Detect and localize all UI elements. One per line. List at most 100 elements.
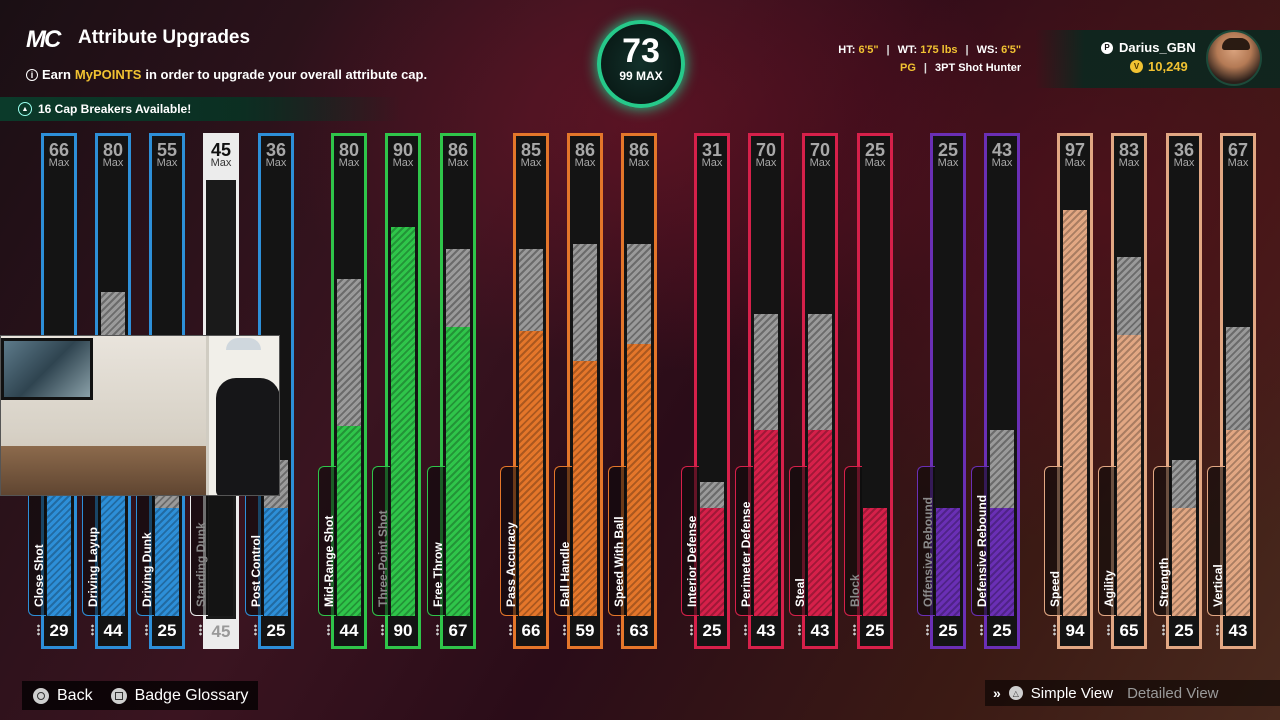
attribute-bar[interactable]: 31 Max 25 Interior Defense xyxy=(681,133,730,649)
drag-dots xyxy=(37,624,40,636)
current-fill xyxy=(573,361,597,616)
current-value: 25 xyxy=(157,621,177,640)
attribute-bar[interactable]: 86 Max 63 Speed With Ball xyxy=(608,133,657,649)
view-toggle: » △ Simple View Detailed View xyxy=(985,680,1280,706)
attribute-label: Mid-Range Shot xyxy=(318,466,336,616)
max-label: Max xyxy=(520,157,542,169)
attribute-bar[interactable]: 83 Max 65 Agility xyxy=(1098,133,1147,649)
max-label: Max xyxy=(447,157,469,169)
attribute-bar[interactable]: 90 Max 90 Three-Point Shot xyxy=(372,133,421,649)
attribute-bar[interactable]: 86 Max 59 Ball Handle xyxy=(554,133,603,649)
current-fill xyxy=(391,227,415,616)
current-value: 59 xyxy=(575,621,595,640)
attribute-name: Perimeter Defense xyxy=(738,501,753,607)
detailed-view-option[interactable]: Detailed View xyxy=(1127,684,1219,702)
badge-glossary-button[interactable]: Badge Glossary xyxy=(110,687,248,705)
cap-value: 66 xyxy=(48,140,70,160)
position-value: PG xyxy=(900,62,916,74)
attribute-label: Block xyxy=(844,466,862,616)
cap-value: 43 xyxy=(991,140,1013,160)
max-label: Max xyxy=(574,157,596,169)
drag-dots xyxy=(327,624,330,636)
wingspan-label: WS: xyxy=(976,44,999,56)
simple-view-option[interactable]: Simple View xyxy=(1030,684,1114,702)
attribute-label: Ball Handle xyxy=(554,466,572,616)
height-label: HT: xyxy=(838,44,856,56)
attribute-bar[interactable]: 86 Max 67 Free Throw xyxy=(427,133,476,649)
current-fill xyxy=(990,508,1014,616)
cap-value: 86 xyxy=(628,140,650,160)
attribute-cap: 43 Max xyxy=(987,140,1017,169)
attribute-bar[interactable]: 36 Max 25 Strength xyxy=(1153,133,1202,649)
attribute-bar[interactable]: 66 Max 29 Close Shot xyxy=(28,133,77,649)
attribute-cap: 70 Max xyxy=(751,141,781,169)
cap-value: 25 xyxy=(864,140,886,160)
max-label: Max xyxy=(1173,157,1195,169)
overall-rating: 73 xyxy=(622,32,660,70)
bottom-controls-left: Back Badge Glossary xyxy=(22,681,258,710)
attribute-name: Free Throw xyxy=(430,542,445,607)
attribute-cap: 36 Max xyxy=(1169,141,1199,169)
attribute-bar[interactable]: 25 Max 25 Offensive Rebound xyxy=(917,133,966,649)
cap-value: 31 xyxy=(701,140,723,160)
max-label: Max xyxy=(937,157,959,169)
current-value: 45 xyxy=(206,619,236,646)
max-label: Max xyxy=(48,157,70,169)
attribute-name: Strength xyxy=(1156,557,1171,607)
attribute-bar[interactable]: 43 Max 25 Defensive Rebound xyxy=(971,133,1020,649)
player-info: HT: 6'5" | WT: 175 lbs | WS: 6'5" PG | 3… xyxy=(830,44,1021,80)
back-button[interactable]: Back xyxy=(33,687,93,705)
gamertag: Darius_GBN xyxy=(1119,40,1196,55)
current-fill xyxy=(1063,209,1087,616)
webcam-overlay xyxy=(0,335,280,496)
separator: | xyxy=(923,62,927,74)
max-label: Max xyxy=(102,157,124,169)
drag-dots xyxy=(436,624,439,636)
current-value: 43 xyxy=(810,621,830,640)
drag-dots xyxy=(1053,624,1056,636)
current-value: 25 xyxy=(992,621,1012,640)
attribute-bar[interactable]: 67 Max 43 Vertical xyxy=(1207,133,1256,649)
cap-value: 86 xyxy=(447,140,469,160)
triangle-button-icon: △ xyxy=(1008,686,1023,700)
current-fill xyxy=(700,508,724,616)
drag-dots xyxy=(381,624,384,636)
current-fill xyxy=(754,430,778,616)
max-label: Max xyxy=(265,157,287,169)
current-fill xyxy=(47,490,71,616)
current-fill xyxy=(446,326,470,616)
cap-value: 80 xyxy=(338,140,360,160)
attribute-cap: 36 Max xyxy=(261,141,291,169)
attribute-bar[interactable]: 25 Max 25 Block xyxy=(844,133,893,649)
current-fill xyxy=(1172,508,1196,616)
current-fill xyxy=(936,508,960,616)
attribute-name: Standing Dunk xyxy=(193,522,208,607)
max-label: Max xyxy=(210,157,232,169)
current-fill xyxy=(627,343,651,616)
attribute-bar[interactable]: 70 Max 43 Steal xyxy=(789,133,838,649)
attribute-cap: 25 Max xyxy=(860,140,890,169)
attribute-bar[interactable]: 80 Max 44 Mid-Range Shot xyxy=(318,133,367,649)
current-value: 25 xyxy=(266,621,286,640)
attribute-name: Interior Defense xyxy=(684,515,699,607)
cap-breaker-icon: ▲ xyxy=(18,102,32,116)
current-fill xyxy=(337,425,361,616)
current-value: 43 xyxy=(756,621,776,640)
attribute-label: Pass Accuracy xyxy=(500,466,518,616)
drag-dots xyxy=(1107,624,1110,636)
attribute-bar[interactable]: 97 Max 94 Speed xyxy=(1044,133,1093,649)
max-label: Max xyxy=(809,157,831,169)
attribute-label: Offensive Rebound xyxy=(917,466,935,616)
attribute-name: Steal xyxy=(792,578,807,607)
current-fill xyxy=(863,508,887,616)
cap-value: 80 xyxy=(102,140,124,160)
current-fill xyxy=(1226,430,1250,616)
gaming-chair xyxy=(216,378,279,495)
attribute-label: Vertical xyxy=(1207,466,1225,616)
attribute-bar[interactable]: 85 Max 66 Pass Accuracy xyxy=(500,133,549,649)
attribute-label: Agility xyxy=(1098,466,1116,616)
current-value: 29 xyxy=(49,621,69,640)
subtitle-suffix: in order to upgrade your overall attribu… xyxy=(145,67,428,82)
attribute-bar[interactable]: 70 Max 43 Perimeter Defense xyxy=(735,133,784,649)
mypoints-highlight: MyPOINTS xyxy=(74,67,142,82)
